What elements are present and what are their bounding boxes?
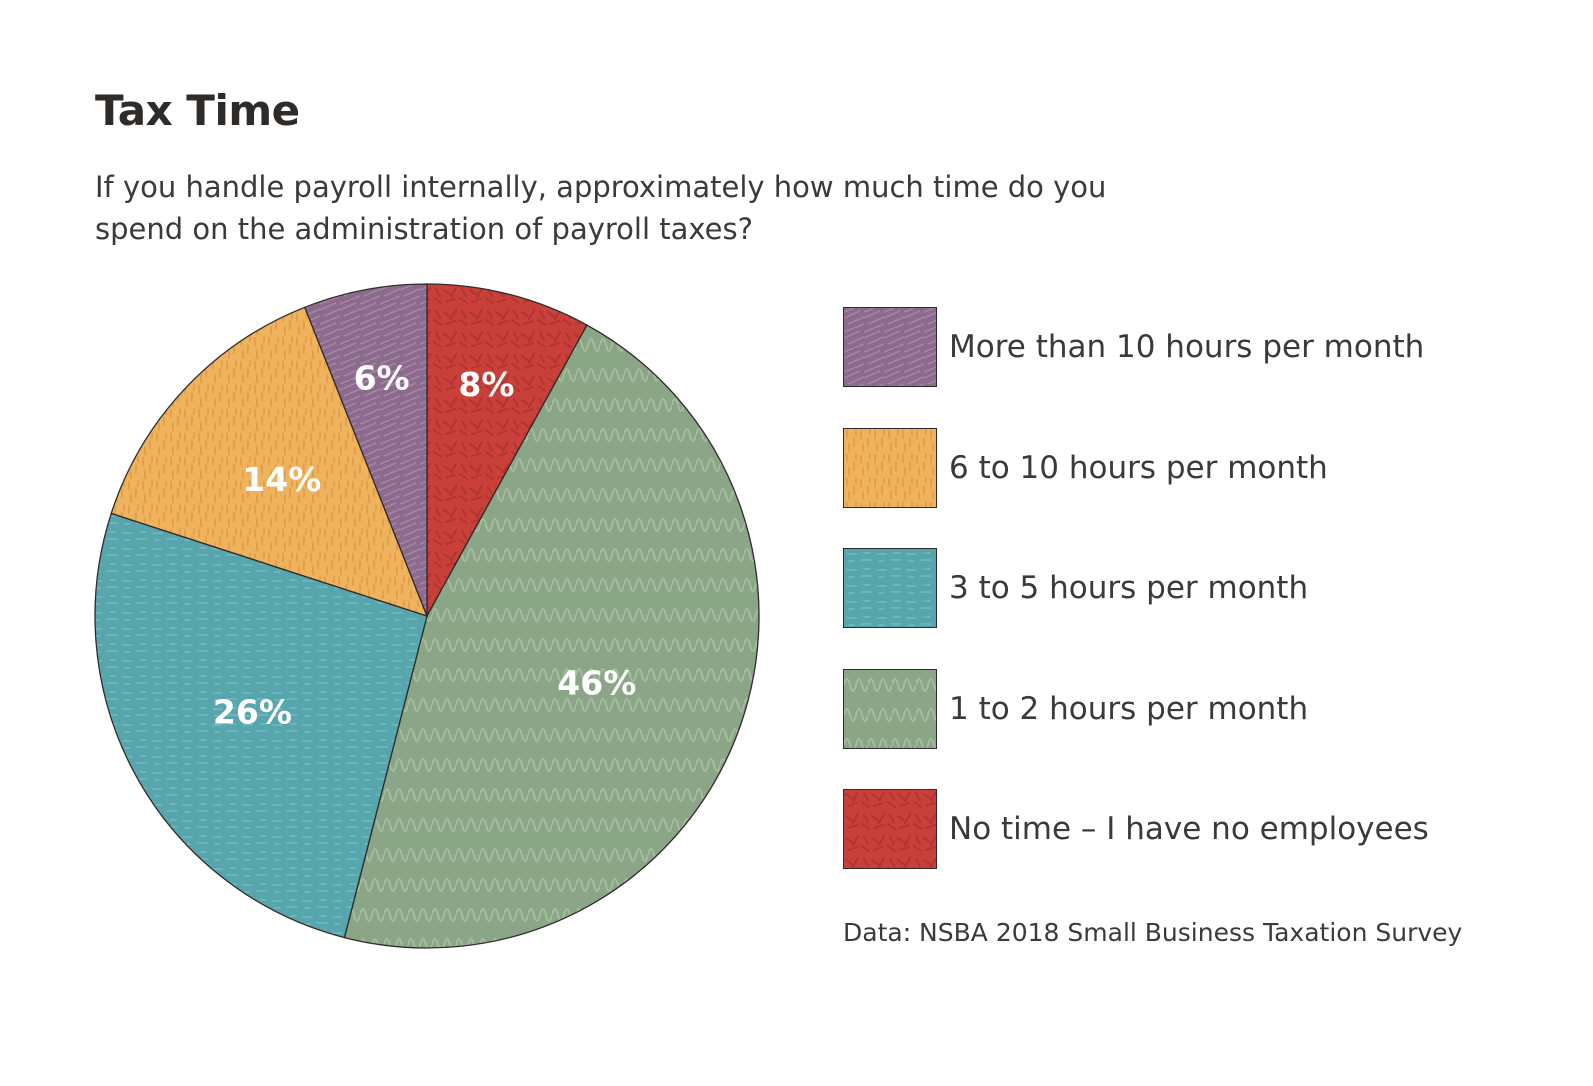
pie-slice: [110, 306, 429, 618]
slice-value-label: 14%: [242, 460, 321, 499]
legend-label: 1 to 2 hours per month: [949, 690, 1309, 727]
legend-swatch: [843, 548, 937, 628]
slice-value-label: 26%: [213, 693, 292, 732]
legend-label: 6 to 10 hours per month: [949, 449, 1328, 486]
legend-swatch: [843, 307, 937, 387]
chart-subtitle: If you handle payroll internally, approx…: [95, 170, 1107, 246]
legend-swatch: [843, 668, 937, 749]
legend-item: 6 to 10 hours per month: [843, 427, 1328, 508]
legend-swatch: [843, 789, 937, 869]
legend-label: 3 to 5 hours per month: [949, 570, 1309, 606]
pie-slice: [303, 283, 428, 617]
legend-item: 1 to 2 hours per month: [843, 668, 1309, 749]
slice-value-label: 46%: [557, 664, 636, 703]
legend-item: No time – I have no employees: [843, 789, 1429, 869]
chart-title: Tax Time: [95, 86, 300, 135]
legend-label: More than 10 hours per month: [949, 329, 1425, 365]
pie-slice: [343, 324, 760, 949]
slice-value-label: 6%: [354, 358, 410, 397]
legend-item: 3 to 5 hours per month: [843, 548, 1308, 628]
source-note: Data: NSBA 2018 Small Business Taxation …: [843, 918, 1463, 947]
legend-swatch: [843, 427, 937, 508]
slice-value-label: 8%: [458, 365, 514, 404]
legend-label: No time – I have no employees: [949, 811, 1429, 847]
pie-slice: [426, 283, 588, 617]
legend-item: More than 10 hours per month: [843, 307, 1424, 387]
pie-slice: [94, 512, 428, 939]
